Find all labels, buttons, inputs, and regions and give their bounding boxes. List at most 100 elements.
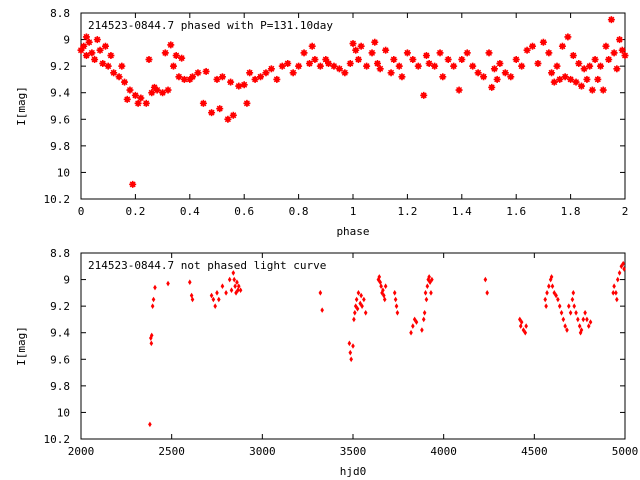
data-point (567, 75, 575, 83)
y-tick-label: 8.8 (50, 7, 70, 20)
data-point (330, 62, 338, 70)
data-point (189, 292, 194, 299)
y-tick-label: 10.2 (44, 193, 71, 206)
data-point (430, 276, 434, 283)
data-point (545, 49, 553, 57)
data-point (550, 283, 555, 290)
data-point (523, 329, 528, 336)
data-point (377, 274, 382, 280)
data-point (612, 283, 616, 290)
data-point (580, 65, 588, 73)
data-point (351, 343, 355, 349)
data-point (414, 62, 422, 70)
data-point (224, 290, 228, 296)
data-point (588, 86, 596, 94)
data-point (586, 62, 594, 70)
data-point (153, 284, 157, 291)
data-point (357, 42, 365, 50)
x-tick-label: 2 (622, 205, 629, 218)
data-point (436, 49, 444, 57)
data-point (363, 62, 371, 70)
data-point (213, 75, 221, 83)
y-tick-label: 9 (63, 34, 70, 47)
data-point (107, 52, 115, 60)
data-point (220, 283, 225, 290)
data-point (93, 36, 101, 44)
data-point (577, 82, 585, 90)
data-point (208, 109, 216, 117)
data-point (599, 86, 607, 94)
data-point (236, 283, 241, 290)
data-point (335, 65, 343, 73)
data-point (583, 75, 591, 83)
data-point (101, 42, 109, 50)
data-point (227, 78, 235, 86)
data-point (251, 75, 259, 83)
data-point (572, 303, 577, 309)
data-point (488, 83, 496, 91)
data-point (153, 86, 161, 94)
data-point (583, 309, 587, 316)
data-point (403, 49, 411, 57)
data-point (284, 59, 292, 67)
data-point (480, 73, 488, 81)
unphased-data-points (148, 260, 626, 428)
data-point (544, 303, 548, 309)
data-point (611, 290, 616, 296)
data-point (444, 56, 452, 63)
data-point (289, 69, 297, 77)
data-point (213, 303, 217, 309)
data-point (166, 280, 170, 287)
data-point (131, 91, 139, 99)
data-point (273, 75, 281, 83)
data-point (594, 75, 602, 83)
phased-chart-title: 214523-0844.7 phased with P=131.10day (88, 19, 333, 32)
data-point (613, 65, 621, 73)
data-point (566, 303, 571, 309)
data-point (80, 42, 88, 50)
data-point (308, 42, 316, 50)
x-tick-label: 1.2 (397, 205, 417, 218)
data-point (318, 290, 323, 296)
data-point (320, 307, 324, 313)
data-point (234, 290, 238, 296)
y-tick-label: 10 (57, 406, 70, 419)
data-point (523, 46, 531, 54)
x-tick-label: 3500 (340, 445, 367, 458)
data-point (88, 49, 96, 57)
data-point (209, 292, 214, 299)
data-point (381, 287, 385, 293)
data-point (215, 290, 219, 296)
data-point (355, 306, 360, 312)
data-point (521, 327, 526, 333)
data-point (159, 89, 167, 97)
unphased-chart-title: 214523-0844.7 not phased light curve (88, 259, 326, 272)
data-point (496, 59, 504, 67)
data-point (354, 296, 359, 303)
data-point (563, 323, 567, 329)
x-tick-label: 0.8 (289, 205, 309, 218)
data-point (145, 56, 153, 63)
data-point (518, 62, 526, 70)
data-point (368, 49, 376, 57)
data-point (85, 38, 93, 46)
data-point (305, 59, 313, 67)
data-point (300, 49, 308, 57)
data-point (115, 73, 123, 81)
data-point (188, 279, 192, 286)
data-point (232, 276, 237, 283)
data-point (349, 40, 357, 48)
data-point (429, 290, 433, 296)
data-point (539, 38, 547, 46)
data-point (615, 296, 619, 303)
data-point (556, 296, 560, 303)
data-point (398, 73, 406, 81)
data-point (96, 46, 104, 54)
data-point (394, 303, 399, 309)
data-point (575, 59, 583, 67)
data-point (393, 296, 398, 303)
data-point (578, 329, 583, 336)
data-point (229, 287, 234, 293)
data-point (425, 59, 433, 67)
